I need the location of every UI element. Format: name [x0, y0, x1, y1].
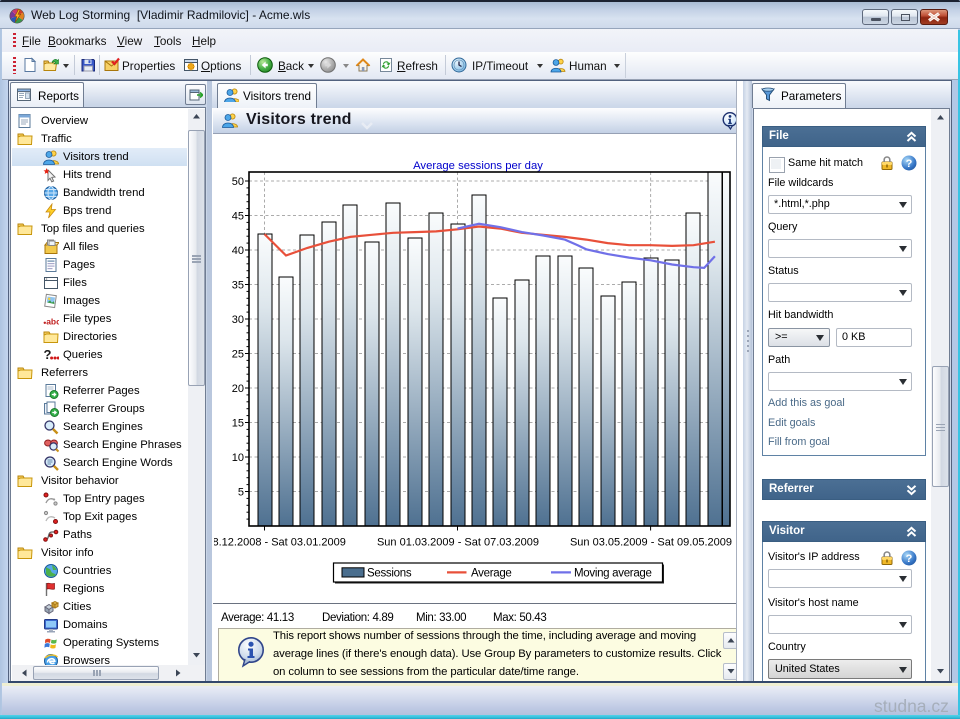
svg-text:?: ? — [906, 158, 913, 170]
svg-text:Sessions: Sessions — [367, 568, 412, 580]
svg-text:Average: Average — [471, 568, 512, 580]
svg-text:?: ? — [44, 347, 52, 362]
svg-text:50: 50 — [232, 176, 244, 188]
svg-text:15: 15 — [232, 418, 244, 430]
svg-text:10: 10 — [232, 452, 244, 464]
svg-text:Sun 01.03.2009 - Sat 07.03.200: Sun 01.03.2009 - Sat 07.03.2009 — [377, 537, 539, 549]
svg-text:20: 20 — [232, 383, 244, 395]
svg-text:?: ? — [906, 553, 913, 565]
svg-text:8.12.2008 - Sat 03.01.2009: 8.12.2008 - Sat 03.01.2009 — [214, 537, 346, 549]
svg-text:40: 40 — [232, 245, 244, 257]
svg-text:25: 25 — [232, 349, 244, 361]
svg-text:45: 45 — [232, 211, 244, 223]
svg-text:Average sessions per day: Average sessions per day — [413, 160, 543, 172]
svg-text:30: 30 — [232, 314, 244, 326]
svg-text:5: 5 — [238, 487, 244, 499]
svg-text:35: 35 — [232, 280, 244, 292]
svg-text:Moving average: Moving average — [574, 568, 652, 580]
svg-text:abc: abc — [46, 317, 59, 327]
svg-text:Sun 03.05.2009 - Sat 09.05.200: Sun 03.05.2009 - Sat 09.05.2009 — [570, 537, 732, 549]
